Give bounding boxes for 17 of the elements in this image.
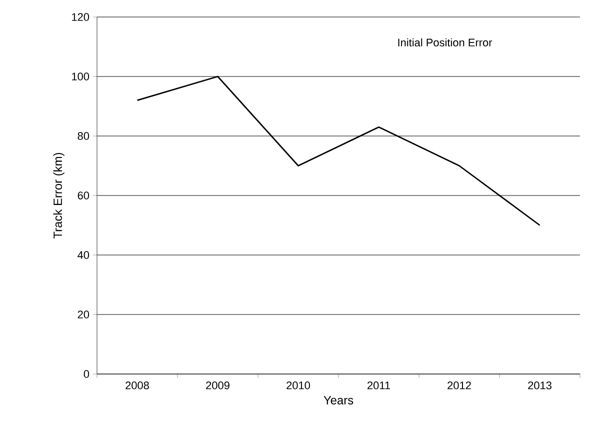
y-tick-label: 20 — [78, 310, 90, 318]
y-axis-title: Track Error (km) — [53, 152, 64, 239]
y-tick-label: 120 — [72, 13, 90, 21]
x-tick-label: 2009 — [206, 382, 230, 390]
x-tick-label: 2008 — [126, 382, 149, 390]
x-tick-label: 2012 — [448, 382, 471, 390]
line-series — [136, 76, 540, 226]
x-tick-label: 2011 — [368, 382, 390, 390]
x-axis-title: Years — [324, 396, 354, 404]
y-tick-label: 60 — [78, 192, 90, 200]
y-tick-label: 0 — [84, 370, 90, 378]
y-tick-label: 80 — [78, 132, 90, 140]
x-tick-label: 2013 — [528, 382, 552, 390]
x-tick-label: 2010 — [286, 382, 310, 390]
y-tick-label: 100 — [72, 72, 90, 80]
annotation: Initial Position Error — [398, 38, 492, 46]
y-tick-label: 40 — [78, 251, 90, 259]
